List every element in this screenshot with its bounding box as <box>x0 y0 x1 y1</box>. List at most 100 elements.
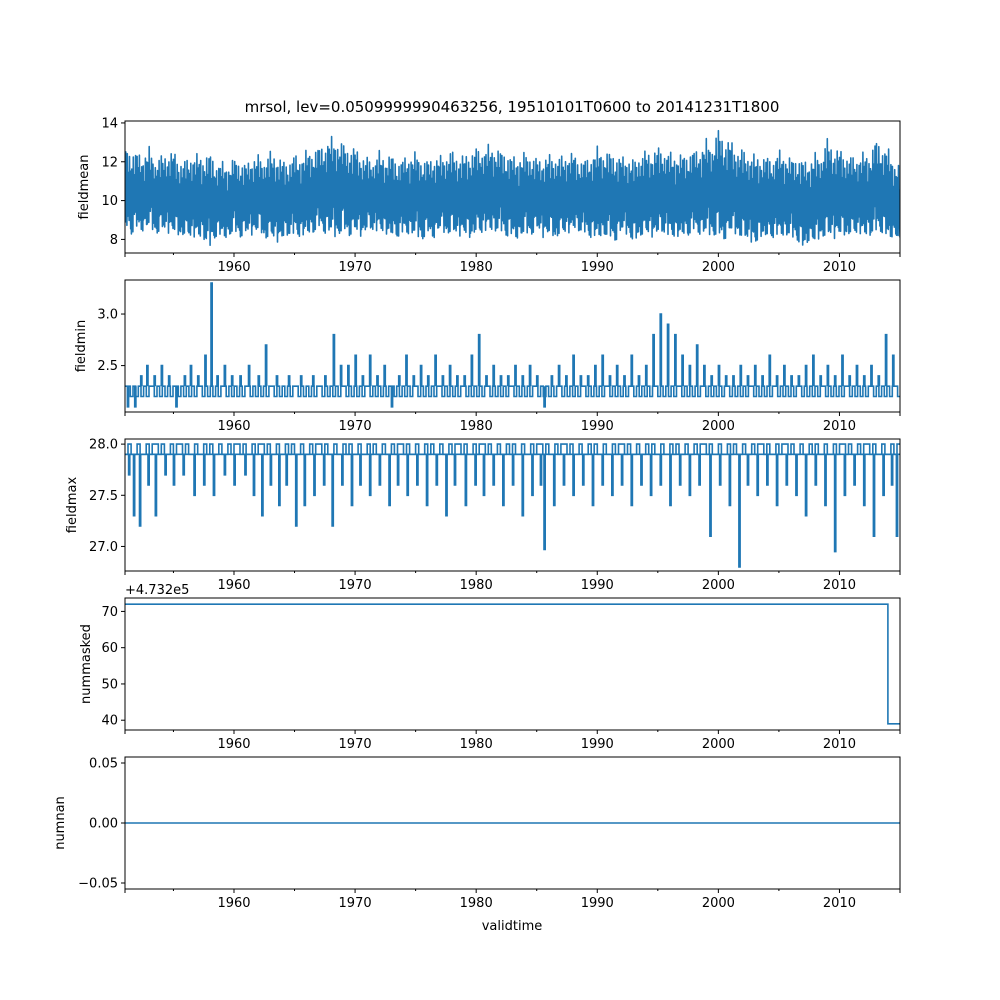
plot-area <box>125 129 900 246</box>
data-spike <box>133 386 137 408</box>
subplot-stack: 8 10 12 14 1960 1970 1980 1990 2000 2010 fieldmean… <box>53 116 901 911</box>
data-dip <box>233 454 236 486</box>
data-spike <box>264 344 268 387</box>
data-spike <box>204 354 207 387</box>
data-dip <box>294 454 298 527</box>
x-tick-label: 1960 <box>217 578 250 593</box>
data-spike <box>797 375 801 387</box>
data-spike <box>160 364 164 387</box>
data-dip <box>785 454 789 486</box>
data-spike <box>804 364 808 387</box>
data-spike <box>572 354 575 387</box>
data-dip <box>435 454 439 486</box>
data-dip <box>406 454 410 497</box>
data-spike <box>311 375 315 387</box>
data-spike <box>183 375 187 387</box>
y-tick-label: 3.0 <box>97 308 118 323</box>
data-dip <box>359 454 362 486</box>
data-dip <box>322 454 326 486</box>
data-spike <box>884 333 888 387</box>
y-tick-label: 27.0 <box>89 540 118 555</box>
data-spike <box>426 375 430 387</box>
data-dip <box>138 454 142 527</box>
data-dip <box>368 454 372 497</box>
y-axis-label: fieldmax <box>65 477 80 534</box>
data-spike <box>287 375 291 387</box>
data-spike <box>196 375 200 387</box>
y-axis-label: fieldmin <box>74 320 89 373</box>
data-spike <box>492 364 496 387</box>
data-spike <box>739 364 743 387</box>
data-spike <box>877 375 881 387</box>
data-spike <box>608 375 612 387</box>
x-tick-label: 1960 <box>217 419 250 434</box>
data-spike <box>717 364 721 387</box>
data-spike <box>324 375 327 387</box>
chart-title: mrsol, lev=0.0509999990463256, 19510101T… <box>245 98 780 116</box>
x-tick-label: 2010 <box>823 260 856 275</box>
data-spike <box>848 375 852 387</box>
data-dip <box>728 454 732 507</box>
plot-area <box>125 282 900 408</box>
data-dip <box>202 454 206 486</box>
data-dip <box>543 454 546 551</box>
series-line <box>125 129 900 246</box>
y-tick-label: 40 <box>101 714 118 729</box>
data-spike <box>275 375 279 387</box>
data-spike <box>659 313 663 387</box>
data-dip <box>147 454 150 486</box>
data-spike <box>724 375 728 387</box>
data-spike <box>674 333 677 387</box>
data-spike <box>376 375 379 387</box>
x-tick-label: 1970 <box>339 578 372 593</box>
x-tick-label: 2010 <box>823 419 856 434</box>
data-spike <box>630 354 634 387</box>
data-dip <box>341 454 344 486</box>
data-spike <box>299 375 303 387</box>
data-spike <box>681 354 684 387</box>
x-tick-label: 1970 <box>339 896 372 911</box>
data-dip <box>620 454 624 486</box>
subplot-fieldmin: 2.5 3.0 1960 1970 1980 1990 2000 2010 fieldmin <box>74 279 901 434</box>
x-tick-label: 1990 <box>581 578 614 593</box>
data-spike <box>637 375 641 387</box>
data-dip <box>164 454 167 476</box>
data-dip <box>331 454 335 527</box>
data-spike <box>812 354 815 387</box>
x-tick-label: 1980 <box>460 896 493 911</box>
y-tick-label: 2.5 <box>97 359 118 374</box>
data-spike <box>216 375 219 387</box>
data-dip <box>396 454 400 486</box>
data-dip <box>775 454 779 507</box>
data-dip <box>630 454 634 507</box>
data-spike <box>826 364 830 387</box>
x-tick-label: 2000 <box>702 737 735 752</box>
data-dip <box>678 454 682 486</box>
data-spike <box>434 354 437 387</box>
data-spike <box>175 386 178 408</box>
subplot-numnan: −0.05 0.00 0.05 1960 1970 1980 1990 2000 2010 num… <box>53 756 901 911</box>
data-dip <box>804 454 808 517</box>
data-spike <box>412 375 416 387</box>
data-dip <box>872 454 876 537</box>
data-dip <box>649 454 653 497</box>
x-tick-label: 1990 <box>581 737 614 752</box>
data-spike <box>862 375 866 387</box>
data-spike <box>528 364 532 387</box>
data-dip <box>746 454 750 486</box>
y-tick-label: 12 <box>101 155 118 170</box>
data-spike <box>652 333 655 387</box>
data-spike <box>419 364 423 387</box>
data-dip <box>223 454 227 476</box>
data-spike <box>239 375 242 387</box>
data-dip <box>539 454 543 486</box>
data-spike <box>514 364 517 387</box>
data-dip <box>154 454 158 517</box>
data-dip <box>378 454 382 486</box>
x-tick-label: 1970 <box>339 260 372 275</box>
data-dip <box>562 454 566 486</box>
plot-area <box>125 443 900 568</box>
data-spike <box>405 354 408 387</box>
data-spike <box>485 375 488 387</box>
subplot-fieldmean: 8 10 12 14 1960 1970 1980 1990 2000 2010 fieldmean <box>77 116 901 275</box>
